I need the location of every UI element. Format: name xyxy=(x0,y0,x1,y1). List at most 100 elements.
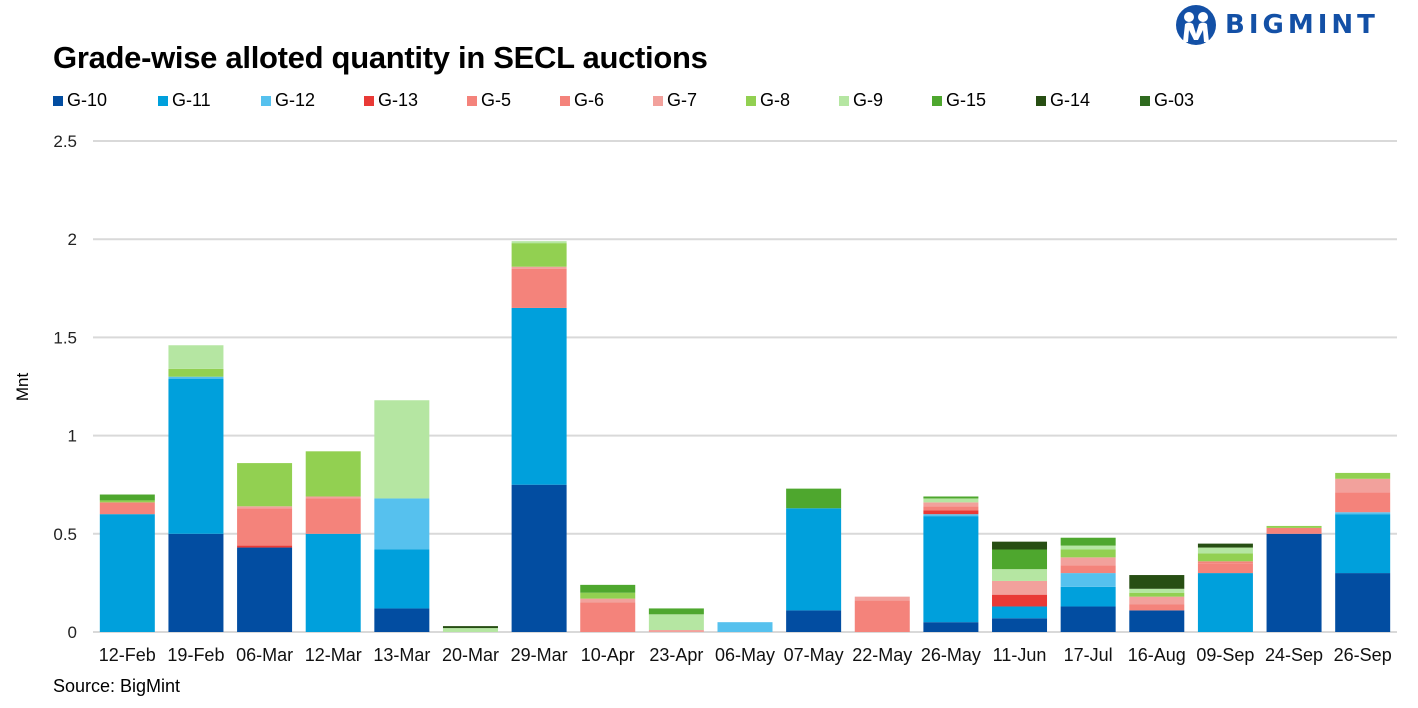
legend-item: G-9 xyxy=(839,90,932,111)
legend-swatch xyxy=(53,95,63,106)
bar-segment-g-14 xyxy=(992,541,1048,550)
bar-segment-g-6 xyxy=(99,502,155,515)
legend-swatch xyxy=(653,95,663,106)
bar-segment-g-11 xyxy=(374,549,430,609)
bar-segment-g-11 xyxy=(1197,573,1253,632)
bar-segment-g-9 xyxy=(992,569,1048,581)
y-tick-label: 1 xyxy=(68,427,77,446)
bar-segment-g-5 xyxy=(237,508,293,546)
y-tick-label: 2 xyxy=(68,230,77,249)
x-tick-label: 22-May xyxy=(852,645,912,665)
legend-swatch xyxy=(1036,95,1046,106)
bar-segment-g-7 xyxy=(1060,557,1116,566)
x-tick-label: 07-May xyxy=(784,645,844,665)
bar-segment-g-5 xyxy=(923,506,979,511)
legend-label: G-11 xyxy=(172,90,211,110)
bar-segment-g-10 xyxy=(1060,606,1116,632)
bar-segment-g-14 xyxy=(1197,543,1253,548)
bar-segment-g-9 xyxy=(374,400,430,499)
x-tick-label: 26-Sep xyxy=(1334,645,1392,665)
bar-segment-g-15 xyxy=(580,584,636,593)
legend-item: G-10 xyxy=(53,90,158,111)
x-tick-label: 16-Aug xyxy=(1128,645,1186,665)
bar-segment-g-8 xyxy=(511,243,567,267)
bar-segment-g-8 xyxy=(99,500,155,503)
bar-segment-g-5 xyxy=(1060,565,1116,574)
bar-segment-g-13 xyxy=(992,594,1048,607)
bar-segment-g-7 xyxy=(305,496,361,499)
bar-segment-g-11 xyxy=(992,606,1048,619)
legend-item: G-7 xyxy=(653,90,746,111)
x-tick-label: 19-Feb xyxy=(167,645,224,665)
bar-segment-g-11 xyxy=(511,307,567,485)
bar-segment-g-9 xyxy=(511,241,567,244)
x-tick-label: 20-Mar xyxy=(442,645,499,665)
bar-segment-g-11 xyxy=(786,508,842,611)
bar-segment-g-6 xyxy=(1197,561,1253,564)
bar-segment-g-10 xyxy=(511,484,567,632)
y-tick-label: 2.5 xyxy=(53,132,77,151)
bar-segment-g-15 xyxy=(99,494,155,501)
bar-segment-g-9 xyxy=(1197,547,1253,554)
bar-segment-g-12 xyxy=(1335,512,1391,515)
x-tick-label: 06-Mar xyxy=(236,645,293,665)
legend-label: G-9 xyxy=(853,90,884,110)
bar-segment-g-10 xyxy=(992,618,1048,632)
bar-segment-g-9 xyxy=(442,628,498,632)
bar-segment-g-10 xyxy=(374,608,430,632)
bar-segment-g-7 xyxy=(511,266,567,269)
bar-segment-g-11 xyxy=(1335,514,1391,574)
legend-label: G-8 xyxy=(760,90,791,110)
bar-segment-g-8 xyxy=(580,592,636,599)
y-axis-label: Mnt xyxy=(13,373,32,402)
bar-segment-g-14 xyxy=(1129,575,1185,589)
legend-label: G-7 xyxy=(667,90,698,110)
legend-swatch xyxy=(1140,95,1150,106)
bar-segment-g-7 xyxy=(854,596,910,601)
bar-segment-g-7 xyxy=(648,630,704,632)
bar-segment-g-13 xyxy=(237,545,293,548)
x-tick-label: 12-Mar xyxy=(305,645,362,665)
y-tick-label: 0 xyxy=(68,623,77,642)
bar-segment-g-15 xyxy=(786,488,842,509)
legend-item: G-03 xyxy=(1140,90,1230,111)
bar-segment-g-7 xyxy=(992,580,1048,595)
bar-segment-g-5 xyxy=(854,600,910,632)
bar-segment-g-9 xyxy=(1129,588,1185,593)
bar-segment-g-8 xyxy=(237,463,293,507)
bar-segment-g-5 xyxy=(1129,604,1185,611)
bar-segment-g-7 xyxy=(580,598,636,603)
legend-label: G-15 xyxy=(946,90,987,110)
bar-segment-g-15 xyxy=(992,549,1048,570)
legend-label: G-12 xyxy=(275,90,316,110)
x-tick-label: 12-Feb xyxy=(99,645,156,665)
bar-segment-g-10 xyxy=(168,533,224,632)
brand-logo: BIGMINT xyxy=(1175,4,1379,46)
bar-segment-g-12 xyxy=(374,498,430,550)
bar-segment-g-7 xyxy=(1335,478,1391,493)
source-note: Source: BigMint xyxy=(53,676,181,696)
x-tick-label: 11-Jun xyxy=(993,645,1047,665)
x-tick-label: 17-Jul xyxy=(1064,645,1113,665)
bar-segment-g-8 xyxy=(1197,553,1253,562)
bar-segment-g-8 xyxy=(1129,592,1185,597)
bar-segment-g-10 xyxy=(237,547,293,632)
legend-swatch xyxy=(467,95,477,106)
bar-segment-g-5 xyxy=(1335,492,1391,513)
bar-segment-g-10 xyxy=(1335,573,1391,632)
x-tick-label: 06-May xyxy=(715,645,775,665)
legend-item: G-6 xyxy=(560,90,653,111)
legend-item: G-15 xyxy=(932,90,1036,111)
bar-segment-g-5 xyxy=(1266,527,1322,534)
legend-swatch xyxy=(261,95,271,106)
bar-segment-g-11 xyxy=(168,378,224,534)
x-tick-label: 29-Mar xyxy=(511,645,568,665)
bar-segment-g-8 xyxy=(1266,525,1322,528)
legend-item: G-13 xyxy=(364,90,467,111)
bar-segment-g-12 xyxy=(1060,573,1116,587)
bar-segment-g-12 xyxy=(168,376,224,379)
bar-segment-g-10 xyxy=(1129,610,1185,632)
legend-item: G-8 xyxy=(746,90,839,111)
bar-segment-g-15 xyxy=(648,608,704,615)
legend-swatch xyxy=(560,95,570,106)
